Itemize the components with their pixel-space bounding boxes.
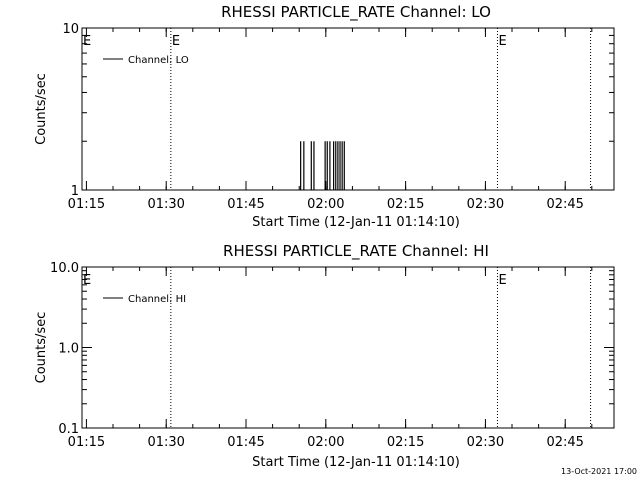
y-tick-label: 10.0: [50, 261, 79, 276]
x-tick-label: 02:15: [387, 435, 424, 450]
x-axis-label: Start Time (12-Jan-11 01:14:10): [252, 455, 460, 470]
x-tick-label: 01:45: [227, 435, 264, 450]
plot-frame: [81, 266, 615, 429]
y-tick-label: 10: [62, 22, 79, 37]
x-tick-label: 01:30: [147, 435, 184, 450]
chart-panel-1: RHESSI PARTICLE_RATE Channel: LO 01:15 01:…: [34, 3, 615, 230]
x-tick-label: 02:15: [387, 197, 424, 212]
x-tick-label: 01:30: [147, 197, 184, 212]
event-marker-label: E: [498, 34, 506, 49]
x-tick-label: 02:45: [546, 197, 583, 212]
x-tick-label: 01:15: [68, 435, 105, 450]
legend-label: Channel: LO: [128, 55, 189, 66]
y-tick-label: 1.0: [58, 342, 79, 357]
event-marker-label: E: [83, 34, 91, 49]
footer-timestamp: 13-Oct-2021 17:00: [561, 467, 637, 476]
event-marker-label: E: [172, 34, 180, 49]
y-tick-label: 0.1: [58, 422, 79, 437]
chart-panel-2: RHESSI PARTICLE_RATE Channel: HI 01:15 01:…: [34, 242, 615, 470]
chart-title: RHESSI PARTICLE_RATE Channel: LO: [221, 3, 491, 22]
y-tick-label: 1: [71, 184, 79, 199]
x-tick-label: 02:00: [307, 197, 344, 212]
x-tick-label: 02:30: [467, 197, 504, 212]
chart-title: RHESSI PARTICLE_RATE Channel: HI: [223, 242, 489, 261]
x-tick-label: 02:00: [307, 435, 344, 450]
event-marker-label: E: [83, 273, 91, 288]
x-axis-label: Start Time (12-Jan-11 01:14:10): [252, 215, 460, 230]
event-marker-label: E: [498, 273, 506, 288]
x-tick-label: 02:45: [546, 435, 583, 450]
x-tick-label: 01:45: [227, 197, 264, 212]
y-axis-label: Counts/sec: [34, 312, 49, 384]
plot-frame: [81, 27, 615, 191]
y-axis-label: Counts/sec: [34, 73, 49, 145]
x-tick-label: 01:15: [68, 197, 105, 212]
legend-label: Channel: HI: [128, 294, 186, 305]
x-tick-label: 02:30: [467, 435, 504, 450]
